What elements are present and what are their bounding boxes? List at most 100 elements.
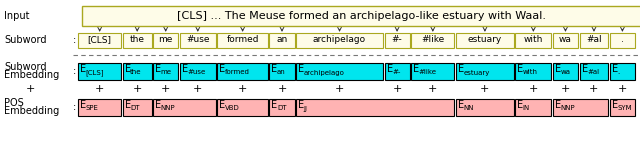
Text: wa: wa — [559, 35, 572, 45]
Text: an: an — [277, 70, 285, 76]
Text: [CLS]: [CLS] — [86, 69, 104, 76]
FancyBboxPatch shape — [515, 32, 552, 47]
FancyBboxPatch shape — [123, 62, 152, 80]
FancyBboxPatch shape — [123, 98, 152, 116]
Text: #al: #al — [586, 35, 602, 45]
Text: E: E — [612, 101, 618, 111]
FancyBboxPatch shape — [456, 98, 514, 116]
Text: :: : — [72, 35, 76, 45]
FancyBboxPatch shape — [610, 62, 635, 80]
Text: formed: formed — [227, 35, 259, 45]
FancyBboxPatch shape — [296, 98, 454, 116]
Text: E: E — [220, 65, 225, 75]
FancyBboxPatch shape — [269, 98, 294, 116]
Text: with: with — [523, 70, 538, 76]
FancyBboxPatch shape — [81, 6, 640, 26]
FancyBboxPatch shape — [515, 98, 552, 116]
Text: +: + — [335, 84, 344, 94]
Text: :: : — [72, 66, 76, 76]
FancyBboxPatch shape — [515, 62, 552, 80]
Text: E: E — [182, 65, 188, 75]
Text: NNP: NNP — [161, 106, 175, 112]
Text: IN: IN — [523, 106, 530, 112]
Text: E: E — [582, 65, 588, 75]
Text: +: + — [589, 84, 598, 94]
FancyBboxPatch shape — [385, 32, 410, 47]
Text: Input: Input — [4, 11, 29, 21]
FancyBboxPatch shape — [269, 62, 294, 80]
Text: NN: NN — [463, 106, 474, 112]
Text: E: E — [155, 65, 161, 75]
Text: [CLS] ... The Meuse formed an archipelago-like estuary with Waal.: [CLS] ... The Meuse formed an archipelag… — [177, 11, 545, 21]
Text: E: E — [125, 101, 131, 111]
Text: E: E — [271, 65, 278, 75]
Text: +: + — [132, 84, 142, 94]
Text: +: + — [561, 84, 570, 94]
Text: estuary: estuary — [463, 70, 490, 76]
Text: DT: DT — [131, 106, 140, 112]
FancyBboxPatch shape — [78, 98, 122, 116]
Text: me: me — [161, 70, 172, 76]
Text: +: + — [26, 84, 35, 94]
Text: E: E — [555, 101, 561, 111]
Text: me: me — [159, 35, 173, 45]
Text: VBD: VBD — [225, 106, 239, 112]
Text: [CLS]: [CLS] — [88, 35, 111, 45]
Text: +: + — [161, 84, 170, 94]
Text: E: E — [612, 65, 618, 75]
FancyBboxPatch shape — [296, 32, 383, 47]
Text: the: the — [131, 70, 142, 76]
Text: SPE: SPE — [86, 106, 99, 112]
Text: wa: wa — [561, 70, 570, 76]
FancyBboxPatch shape — [610, 98, 635, 116]
Text: E: E — [80, 65, 86, 75]
Text: .: . — [618, 70, 620, 76]
Text: estuary: estuary — [468, 35, 502, 45]
Text: #-: #- — [392, 35, 403, 45]
FancyBboxPatch shape — [411, 32, 454, 47]
Text: +: + — [95, 84, 104, 94]
Text: JJ: JJ — [303, 106, 308, 112]
Text: an: an — [276, 35, 287, 45]
Text: Embedding: Embedding — [4, 70, 60, 80]
Text: +: + — [529, 84, 538, 94]
Text: .: . — [621, 35, 624, 45]
Text: +: + — [238, 84, 247, 94]
Text: E: E — [387, 65, 392, 75]
FancyBboxPatch shape — [580, 62, 609, 80]
FancyBboxPatch shape — [180, 62, 216, 80]
Text: #like: #like — [421, 35, 444, 45]
Text: #-: #- — [392, 70, 401, 76]
FancyBboxPatch shape — [269, 32, 294, 47]
Text: E: E — [458, 65, 464, 75]
Text: +: + — [277, 84, 287, 94]
FancyBboxPatch shape — [218, 62, 268, 80]
Text: Embedding: Embedding — [4, 106, 60, 116]
Text: NNP: NNP — [561, 106, 575, 112]
FancyBboxPatch shape — [78, 62, 122, 80]
Text: E: E — [271, 101, 278, 111]
Text: E: E — [517, 65, 524, 75]
FancyBboxPatch shape — [456, 62, 514, 80]
FancyBboxPatch shape — [218, 32, 268, 47]
Text: E: E — [80, 101, 86, 111]
FancyBboxPatch shape — [78, 32, 122, 47]
Text: formed: formed — [225, 70, 250, 76]
Text: E: E — [125, 65, 131, 75]
FancyBboxPatch shape — [153, 98, 216, 116]
FancyBboxPatch shape — [153, 32, 179, 47]
FancyBboxPatch shape — [385, 62, 410, 80]
Text: :: : — [72, 102, 76, 112]
Text: E: E — [220, 101, 225, 111]
FancyBboxPatch shape — [580, 32, 609, 47]
Text: #use: #use — [188, 70, 205, 76]
FancyBboxPatch shape — [553, 32, 578, 47]
Text: DT: DT — [277, 106, 287, 112]
Text: E: E — [298, 101, 304, 111]
Text: #like: #like — [419, 70, 436, 76]
Text: SYM: SYM — [618, 106, 632, 112]
Text: #use: #use — [186, 35, 209, 45]
Text: +: + — [428, 84, 438, 94]
Text: +: + — [618, 84, 627, 94]
FancyBboxPatch shape — [180, 32, 216, 47]
